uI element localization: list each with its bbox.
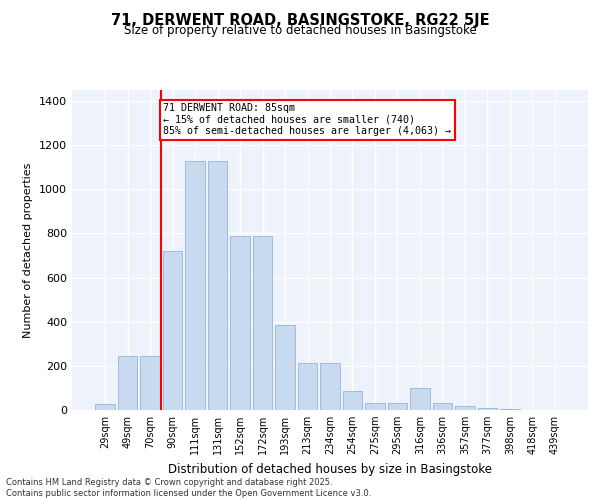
Bar	[410, 388, 430, 410]
Bar	[388, 404, 407, 410]
Bar	[185, 160, 205, 410]
Bar	[365, 404, 385, 410]
Bar	[275, 325, 295, 410]
Text: Size of property relative to detached houses in Basingstoke: Size of property relative to detached ho…	[124, 24, 476, 37]
Bar	[208, 160, 227, 410]
Bar	[163, 251, 182, 410]
Bar	[140, 356, 160, 410]
Bar	[320, 362, 340, 410]
Bar	[230, 236, 250, 410]
Bar	[478, 408, 497, 410]
Bar	[455, 406, 475, 410]
Bar	[253, 236, 272, 410]
Y-axis label: Number of detached properties: Number of detached properties	[23, 162, 34, 338]
X-axis label: Distribution of detached houses by size in Basingstoke: Distribution of detached houses by size …	[168, 462, 492, 475]
Text: Contains HM Land Registry data © Crown copyright and database right 2025.
Contai: Contains HM Land Registry data © Crown c…	[6, 478, 371, 498]
Bar	[500, 409, 520, 410]
Bar	[298, 362, 317, 410]
Bar	[95, 404, 115, 410]
Bar	[433, 404, 452, 410]
Text: 71 DERWENT ROAD: 85sqm
← 15% of detached houses are smaller (740)
85% of semi-de: 71 DERWENT ROAD: 85sqm ← 15% of detached…	[163, 103, 451, 136]
Text: 71, DERWENT ROAD, BASINGSTOKE, RG22 5JE: 71, DERWENT ROAD, BASINGSTOKE, RG22 5JE	[110, 12, 490, 28]
Bar	[118, 356, 137, 410]
Bar	[343, 391, 362, 410]
